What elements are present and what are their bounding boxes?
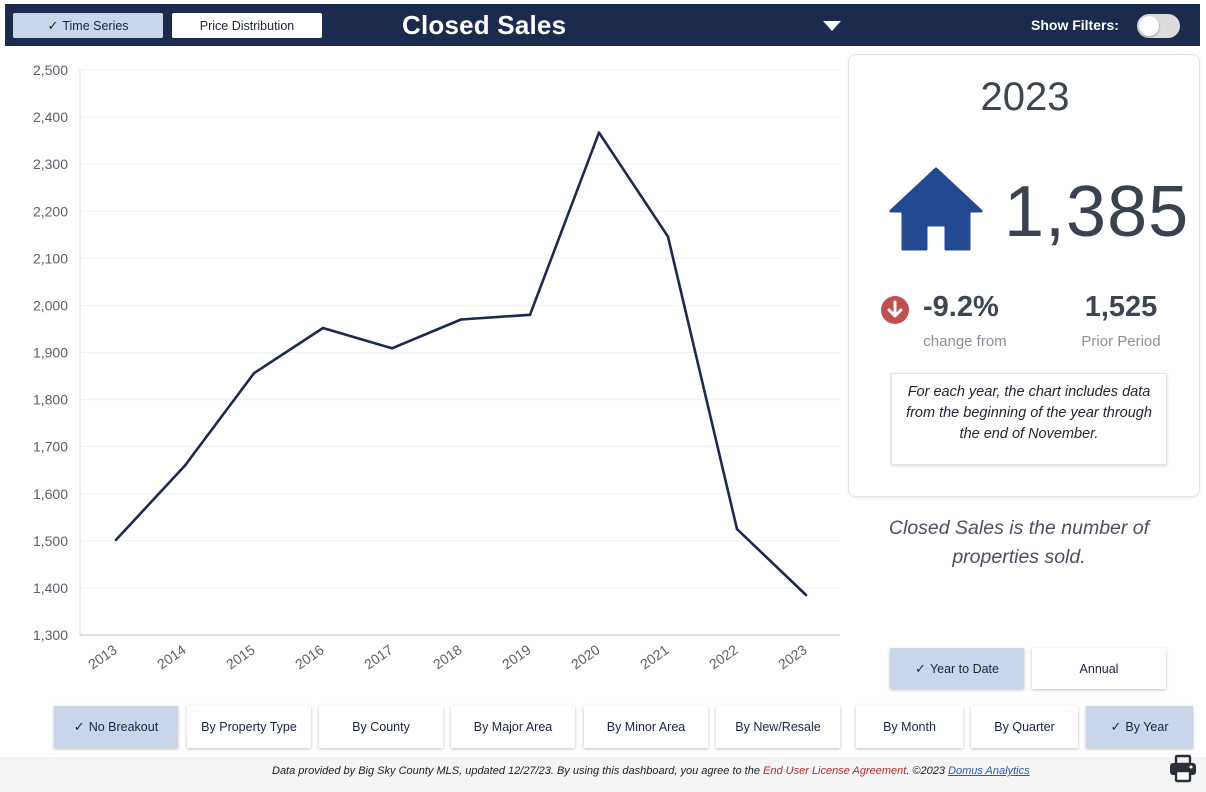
toggle-knob [1139, 16, 1159, 36]
data-point[interactable] [735, 527, 739, 531]
check-icon: ✓ [73, 719, 85, 734]
header-bar: ✓ Time Series Price Distribution Closed … [5, 4, 1200, 46]
data-point[interactable] [597, 131, 601, 134]
x-tick-label: 2015 [223, 641, 258, 672]
footer-strip [0, 757, 1206, 792]
x-tick-label: 2023 [775, 641, 810, 672]
by-new-resale-button[interactable]: By New/Resale [716, 706, 840, 748]
y-tick-label: 2,000 [33, 297, 68, 313]
tab-time-series-label: Time Series [62, 18, 129, 33]
show-filters-label: Show Filters: [1031, 17, 1119, 33]
prior-period-label: Prior Period [1081, 333, 1161, 350]
check-icon: ✓ [47, 17, 59, 33]
domus-analytics-link[interactable]: Domus Analytics [948, 765, 1030, 777]
chart-x-axis: 2013 2014 2015 2016 2017 2018 2019 2020 2021 2022… [85, 641, 810, 672]
by-year-button[interactable]: ✓ By Year [1086, 706, 1193, 748]
chart-gridlines [79, 69, 840, 636]
y-tick-label: 1,600 [33, 486, 68, 502]
footer-prefix: Data provided by Big Sky County MLS, upd… [272, 765, 764, 777]
down-arrow-circle-icon [881, 296, 909, 324]
by-minor-area-label: By Minor Area [606, 720, 686, 734]
y-tick-label: 2,500 [33, 62, 68, 78]
house-icon [889, 167, 983, 251]
x-tick-label: 2013 [85, 641, 120, 672]
x-tick-label: 2021 [637, 641, 672, 672]
check-icon: ✓ [915, 660, 926, 676]
by-property-type-button[interactable]: By Property Type [187, 706, 311, 748]
data-point[interactable] [321, 326, 325, 330]
dropdown-caret-icon[interactable] [823, 21, 841, 31]
by-month-button[interactable]: By Month [856, 706, 963, 748]
percent-change: -9.2% [923, 291, 999, 323]
x-tick-label: 2019 [499, 641, 534, 672]
data-point[interactable] [114, 538, 118, 542]
data-point[interactable] [804, 593, 808, 597]
by-quarter-label: By Quarter [994, 720, 1055, 734]
summary-card: 2023 1,385 -9.2% change from 1,525 Prior… [848, 54, 1200, 497]
y-tick-label: 1,900 [33, 345, 68, 361]
y-tick-label: 1,500 [33, 533, 68, 549]
show-filters-toggle[interactable] [1137, 14, 1180, 38]
data-point[interactable] [666, 235, 670, 238]
year-to-date-button[interactable]: ✓ Year to Date [890, 648, 1024, 689]
data-point[interactable] [183, 464, 187, 467]
data-point[interactable] [528, 313, 532, 317]
license-agreement-link[interactable]: End User License Agreement [763, 765, 907, 777]
footer-copyright: . ©2023 [906, 765, 949, 777]
by-month-label: By Month [883, 720, 936, 734]
footer-text: Data provided by Big Sky County MLS, upd… [272, 765, 1030, 777]
x-tick-label: 2014 [154, 641, 189, 672]
summary-year: 2023 [980, 75, 1070, 119]
by-quarter-button[interactable]: By Quarter [971, 706, 1078, 748]
by-major-area-button[interactable]: By Major Area [451, 706, 575, 748]
annual-button[interactable]: Annual [1032, 648, 1166, 689]
data-range-note: For each year, the chart includes data f… [891, 373, 1167, 465]
x-tick-label: 2020 [568, 641, 603, 672]
x-tick-label: 2017 [361, 641, 396, 672]
chart-y-axis: 1,300 1,400 1,500 1,600 1,700 1,800 1,900 2,000… [33, 62, 68, 643]
metric-definition: Closed Sales is the number of properties… [888, 517, 1150, 568]
data-point[interactable] [252, 371, 256, 375]
data-point[interactable] [459, 318, 463, 321]
percent-change-label: change from [923, 333, 1007, 350]
year-to-date-label: Year to Date [929, 661, 999, 676]
by-minor-area-button[interactable]: By Minor Area [584, 706, 708, 748]
by-new-resale-label: By New/Resale [735, 720, 821, 734]
no-breakout-button[interactable]: ✓ No Breakout [54, 706, 178, 748]
y-tick-label: 2,300 [33, 156, 68, 172]
closed-sales-value: 1,385 [1004, 172, 1190, 252]
tab-time-series[interactable]: ✓ Time Series [13, 13, 163, 38]
by-property-type-label: By Property Type [201, 720, 297, 734]
chart-series [114, 131, 808, 597]
y-tick-label: 1,800 [33, 392, 68, 408]
y-tick-label: 2,400 [33, 109, 68, 125]
y-tick-label: 2,200 [33, 203, 68, 219]
closed-sales-series-line [115, 131, 807, 596]
x-tick-label: 2018 [430, 641, 465, 672]
by-major-area-label: By Major Area [473, 720, 553, 734]
tab-price-distribution[interactable]: Price Distribution [172, 13, 322, 38]
by-county-button[interactable]: By County [319, 706, 443, 748]
y-tick-label: 2,100 [33, 250, 68, 266]
by-county-label: By County [352, 720, 410, 734]
y-tick-label: 1,300 [33, 627, 68, 643]
prior-period-value: 1,525 [1084, 291, 1158, 323]
no-breakout-label: No Breakout [88, 720, 159, 734]
data-point[interactable] [390, 346, 394, 350]
printer-icon[interactable] [1168, 754, 1198, 784]
tab-price-distribution-label: Price Distribution [199, 18, 295, 33]
check-icon: ✓ [1110, 719, 1122, 734]
annual-label: Annual [1079, 661, 1119, 676]
x-tick-label: 2022 [706, 641, 741, 672]
y-tick-label: 1,700 [33, 439, 68, 455]
by-year-label: By Year [1125, 720, 1169, 734]
x-tick-label: 2016 [292, 641, 327, 672]
y-tick-label: 1,400 [33, 580, 68, 596]
page-title: Closed Sales [402, 10, 567, 40]
closed-sales-line-chart: 1,300 1,400 1,500 1,600 1,700 1,800 1,900 2,000… [33, 62, 840, 672]
